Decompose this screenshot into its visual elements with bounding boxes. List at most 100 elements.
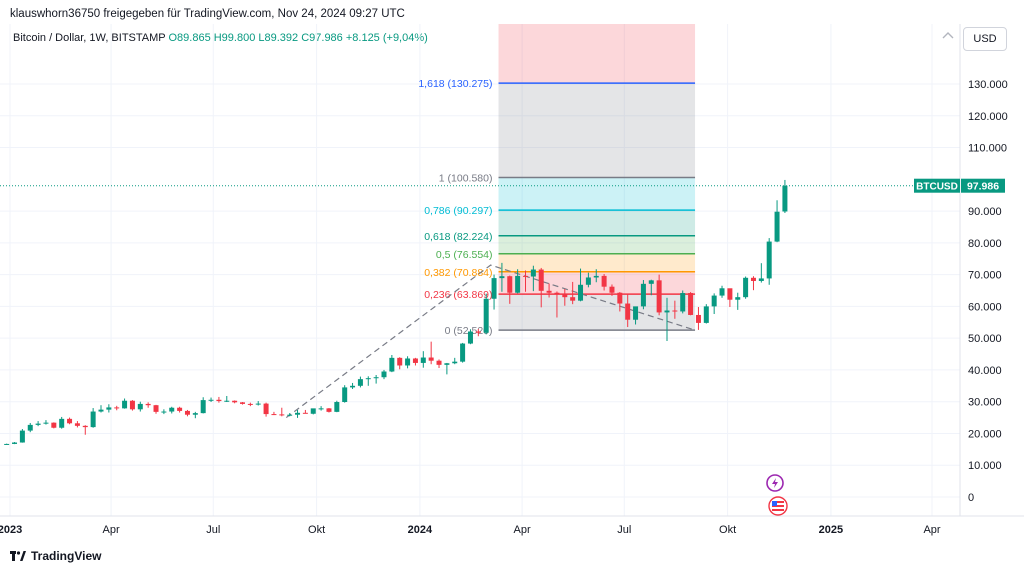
candle-body — [593, 275, 599, 278]
grid-lines — [0, 24, 960, 516]
candle-body — [318, 408, 324, 410]
candle-body — [153, 405, 159, 412]
candle-body — [279, 414, 285, 416]
candles — [4, 179, 788, 445]
candle-body — [420, 357, 426, 363]
fib-level-label: 1,618 (130.275) — [418, 78, 492, 90]
candle-body — [444, 363, 450, 365]
candle-body — [232, 400, 238, 403]
symbol-title[interactable]: Bitcoin / Dollar, 1W, BITSTAMP — [13, 32, 166, 44]
candle-body — [342, 387, 348, 403]
candle-body — [271, 414, 277, 416]
candle-body — [397, 357, 403, 366]
fib-level-label: 0,382 (70.884) — [424, 267, 492, 279]
candle-body — [412, 358, 418, 363]
ohlc-values: O89.865 H99.800 L89.392 C97.986 +8.125 (… — [168, 32, 428, 44]
candle-body — [192, 413, 198, 415]
candle-body — [585, 277, 591, 285]
plot-area: 1,618 (130.275) 1 (100.580) 0,786 (90.297)… — [0, 24, 960, 516]
candle-body — [491, 278, 497, 299]
candle-body — [145, 403, 151, 406]
price-axis[interactable]: 0 10.000 20.000 30.000 40.000 50.000 60.000 70.… — [968, 79, 1008, 504]
last-price-label: BTCUSD 97.986 — [914, 178, 1005, 193]
candle-body — [287, 414, 293, 416]
candle-body — [625, 303, 631, 320]
candle-body — [389, 357, 395, 372]
brand-name: TradingView — [31, 549, 102, 563]
candle-body — [247, 403, 253, 405]
share-caption: klauswhorn36750 freigegeben für TradingV… — [10, 8, 405, 20]
candle-body — [609, 286, 615, 293]
trend-line-path[interactable] — [285, 264, 696, 419]
candle-body — [743, 277, 749, 298]
visibility-icon[interactable] — [942, 32, 954, 39]
symbol-legend: Bitcoin / Dollar, 1W, BITSTAMP O89.865 H… — [13, 32, 428, 44]
price-tick-label: 70.000 — [968, 270, 1002, 282]
candle-body — [98, 409, 104, 412]
fib-level-label: 1 (100.580) — [439, 172, 493, 184]
fib-retracement[interactable]: 1,618 (130.275) 1 (100.580) 0,786 (90.297)… — [418, 24, 696, 337]
candle-body — [711, 295, 717, 307]
time-tick-label: 2024 — [408, 524, 433, 536]
price-tick-label: 20.000 — [968, 428, 1002, 440]
fib-zone — [498, 210, 696, 236]
candle-body — [27, 424, 33, 431]
fib-zone — [498, 253, 696, 272]
candle-body — [350, 385, 356, 388]
fib-zone — [498, 177, 696, 211]
time-tick-label: Jul — [206, 524, 220, 536]
candle-body — [90, 411, 96, 428]
time-tick-label: Jul — [617, 524, 631, 536]
candle-body — [310, 408, 316, 414]
candle-body — [59, 418, 65, 428]
last-price-text: 97.986 — [967, 181, 999, 193]
candle-body — [122, 400, 128, 409]
time-tick-label: Okt — [308, 524, 325, 536]
candle-body — [719, 288, 725, 296]
candle-body — [326, 408, 332, 412]
candle-body — [617, 292, 623, 304]
candle-body — [129, 400, 135, 410]
candle-body — [522, 275, 528, 277]
candle-body — [483, 298, 489, 333]
fib-zone — [498, 294, 696, 331]
candle-body — [530, 269, 536, 277]
candle-body — [67, 418, 73, 424]
price-tick-label: 80.000 — [968, 238, 1002, 250]
candle-body — [562, 293, 568, 298]
candle-body — [302, 412, 308, 414]
candle-body — [373, 377, 379, 379]
us-flag-icon[interactable] — [768, 496, 788, 516]
time-tick-label: Apr — [514, 524, 531, 536]
candle-body — [680, 293, 686, 312]
last-symbol-tag — [914, 178, 960, 193]
fib-level-label: 0,618 (82.224) — [424, 231, 492, 243]
candle-body — [239, 402, 245, 404]
candle-body — [43, 422, 49, 424]
candle-body — [12, 442, 18, 444]
candle-body — [538, 269, 544, 291]
currency-button[interactable]: USD — [963, 27, 1007, 51]
candle-body — [703, 306, 709, 323]
price-tick-label: 130.000 — [968, 79, 1008, 91]
time-axis[interactable]: 2023 Apr Jul Okt 2024 Apr Jul Okt 2025 Apr — [0, 524, 941, 536]
lightning-icon[interactable] — [766, 474, 784, 492]
candle-body — [334, 402, 340, 412]
candle-body — [255, 403, 261, 405]
candle-body — [74, 423, 80, 426]
price-tick-label: 40.000 — [968, 365, 1002, 377]
candle-body — [601, 275, 607, 287]
candle-body — [216, 399, 222, 402]
candle-body — [554, 292, 560, 294]
candle-body — [467, 331, 473, 344]
candle-body — [727, 288, 733, 300]
candle-body — [546, 290, 552, 293]
time-tick-label: Apr — [103, 524, 120, 536]
candle-body — [161, 411, 167, 413]
fib-level-label: 0 (52.520) — [445, 325, 493, 337]
candle-body — [475, 331, 481, 333]
candle-body — [758, 278, 764, 281]
trend-line[interactable] — [285, 264, 696, 419]
candle-body — [169, 407, 175, 412]
